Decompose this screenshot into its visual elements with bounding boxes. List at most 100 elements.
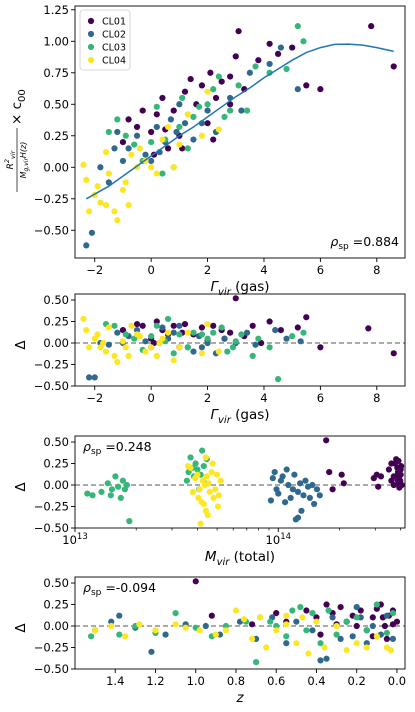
point xyxy=(198,82,206,89)
point xyxy=(294,86,301,93)
x-tick-label: 6 xyxy=(317,391,324,405)
point xyxy=(204,107,211,114)
point xyxy=(126,518,133,525)
point xyxy=(283,640,290,647)
point xyxy=(125,201,132,209)
point xyxy=(170,329,177,336)
point xyxy=(176,331,183,338)
point xyxy=(313,614,320,621)
point xyxy=(283,65,290,73)
point xyxy=(277,327,284,334)
point xyxy=(142,151,149,158)
point xyxy=(397,471,404,478)
y-tick-label: −0.50 xyxy=(34,662,69,676)
point xyxy=(153,123,160,131)
point xyxy=(116,612,123,619)
y-tick-label: 0.50 xyxy=(43,576,69,590)
point xyxy=(221,113,228,120)
y-tick-label: 0.25 xyxy=(43,129,69,143)
point xyxy=(189,488,196,495)
point xyxy=(218,324,225,331)
point xyxy=(105,128,112,136)
point xyxy=(267,497,275,504)
y-tick-label: 1.00 xyxy=(43,34,69,48)
y-tick-label: 0.00 xyxy=(43,478,69,492)
point xyxy=(198,344,206,351)
point xyxy=(285,481,292,489)
point xyxy=(148,648,155,655)
point xyxy=(337,635,344,643)
y-tick-label: 0.50 xyxy=(43,97,69,111)
point xyxy=(196,486,203,493)
y-tick-label: −0.50 xyxy=(34,379,69,393)
point xyxy=(136,333,143,340)
x-tick-label: 2 xyxy=(204,391,211,405)
point xyxy=(195,494,202,502)
point xyxy=(159,324,166,331)
point xyxy=(210,322,217,329)
point xyxy=(373,605,380,612)
point xyxy=(388,460,395,467)
point xyxy=(181,120,189,127)
point xyxy=(387,646,395,654)
point xyxy=(179,94,186,102)
point xyxy=(293,640,300,647)
point xyxy=(84,490,91,497)
point xyxy=(317,86,324,93)
point xyxy=(203,473,210,480)
point xyxy=(283,633,290,640)
x-tick-label: 1014 xyxy=(266,532,291,547)
point xyxy=(373,601,380,608)
x-tick-label: 8 xyxy=(373,391,380,405)
point xyxy=(303,607,310,614)
point xyxy=(214,503,222,510)
point xyxy=(172,610,179,617)
point xyxy=(122,633,129,640)
point xyxy=(218,78,225,85)
point xyxy=(136,145,143,152)
point xyxy=(97,199,104,206)
point xyxy=(273,610,280,617)
rho-annotation: ρsp =-0.094 xyxy=(83,580,156,598)
point xyxy=(249,322,256,329)
point xyxy=(204,335,211,342)
point xyxy=(164,315,172,323)
point xyxy=(184,111,191,118)
legend-label-cl02: CL02 xyxy=(102,30,126,41)
point xyxy=(98,488,105,495)
point xyxy=(190,113,197,120)
point xyxy=(281,499,289,506)
x-axis-label: Γvir (gas) xyxy=(210,279,269,298)
point xyxy=(148,344,155,351)
axes-frame xyxy=(74,435,406,529)
point xyxy=(300,38,307,45)
point xyxy=(252,63,259,70)
point xyxy=(266,344,273,351)
point xyxy=(222,622,230,630)
point xyxy=(273,622,280,630)
x-tick-label: 0.2 xyxy=(348,674,366,688)
point xyxy=(187,454,194,461)
legend-marker-cl02 xyxy=(87,30,95,38)
point xyxy=(323,601,330,608)
point xyxy=(300,492,307,499)
point xyxy=(363,644,370,651)
point xyxy=(289,333,296,340)
point xyxy=(80,315,87,323)
point xyxy=(238,331,245,338)
point xyxy=(229,344,237,351)
y-label-denominator: Mg,virH(z) xyxy=(19,142,30,179)
x-tick-label: 4 xyxy=(260,263,267,277)
point xyxy=(159,136,166,143)
panel-resid-mass: −0.50 −0.25 0.00 0.25 0.50 1013 1014 Mvir (tota… xyxy=(13,435,406,568)
point xyxy=(115,483,122,490)
point xyxy=(309,481,316,489)
point xyxy=(227,73,234,80)
point xyxy=(148,164,155,171)
x-axis-label: Mvir (total) xyxy=(205,549,275,568)
point xyxy=(204,320,211,328)
point xyxy=(119,338,127,345)
point xyxy=(198,331,206,338)
point xyxy=(338,471,345,478)
